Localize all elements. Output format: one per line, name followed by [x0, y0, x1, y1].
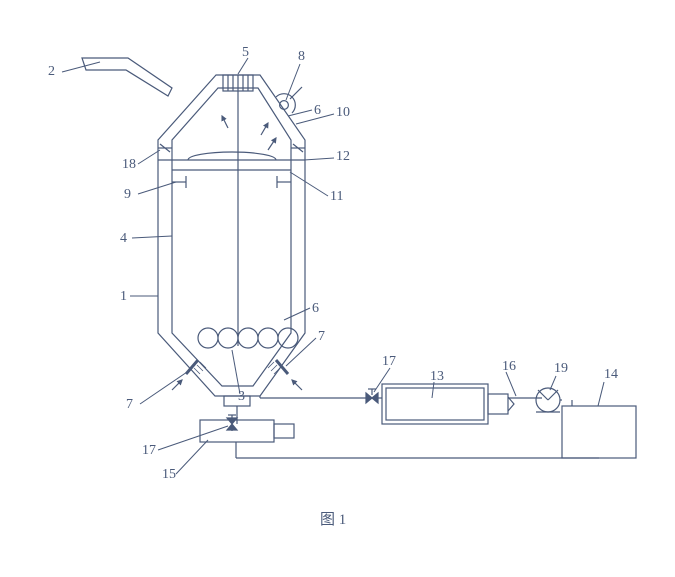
- leader-line: [158, 426, 228, 450]
- leader-line: [284, 308, 310, 320]
- inlet-arrow-right: [292, 380, 302, 390]
- leader-line: [140, 370, 190, 404]
- callout-label: 15: [162, 467, 176, 482]
- callout-label: 17: [382, 354, 396, 369]
- callout-label: 3: [238, 389, 245, 404]
- port-8: [290, 87, 302, 99]
- callout-label: 14: [604, 367, 618, 382]
- callout-label: 12: [336, 149, 350, 164]
- callout-label: 1: [120, 289, 127, 304]
- callout-label: 17: [142, 443, 156, 458]
- callout-label: 8: [298, 49, 305, 64]
- drawing-group: [82, 58, 636, 458]
- leader-line: [288, 110, 312, 116]
- leader-line: [132, 236, 172, 238]
- callout-label: 6: [314, 103, 321, 118]
- unit-13-motor-end: [508, 397, 514, 411]
- callout-label: 11: [330, 189, 343, 204]
- spray-arrow: [222, 116, 228, 128]
- outlet-flange: [224, 396, 250, 406]
- unit-13: [382, 384, 488, 424]
- unit-13-motor: [488, 394, 508, 414]
- callout-label: 6: [312, 301, 319, 316]
- agitator-blades: [198, 328, 298, 338]
- dome: [188, 152, 276, 160]
- vessel-inner: [172, 88, 291, 386]
- spray-arrow: [261, 123, 268, 135]
- callout-label: 16: [502, 359, 516, 374]
- callout-label: 18: [122, 157, 136, 172]
- figure-diagram: 123458910111213141516181966771717 图 1: [0, 0, 675, 577]
- leader-line: [506, 372, 516, 396]
- leader-line: [290, 172, 328, 196]
- spray-arrow: [268, 138, 276, 150]
- callout-label: 2: [48, 64, 55, 79]
- leader-line: [232, 350, 240, 394]
- leader-line: [598, 382, 604, 406]
- unit-13-inner: [386, 388, 484, 420]
- leader-lines: [62, 58, 604, 474]
- pump-15-motor: [274, 424, 294, 438]
- leader-line: [286, 64, 300, 100]
- leader-line: [176, 440, 208, 474]
- leader-line: [138, 150, 160, 164]
- callout-label: 7: [126, 397, 133, 412]
- leader-line: [138, 182, 176, 194]
- callout-label: 10: [336, 105, 350, 120]
- port-7-hatch: [200, 362, 206, 368]
- agitator-blades-lower: [198, 338, 298, 348]
- port-7-hatch-r: [271, 365, 277, 371]
- leader-line: [550, 376, 556, 390]
- callout-label: 19: [554, 361, 568, 376]
- callout-label: 5: [242, 45, 249, 60]
- callout-label: 9: [124, 187, 131, 202]
- tank-14: [562, 406, 636, 458]
- figure-caption: 图 1: [320, 511, 346, 528]
- callout-label: 4: [120, 231, 127, 246]
- leader-line: [304, 158, 334, 160]
- label-group: 123458910111213141516181966771717: [48, 45, 618, 482]
- leader-line: [286, 338, 316, 366]
- port-7-hatch: [197, 365, 203, 371]
- leader-line: [238, 58, 248, 74]
- callout-label: 7: [318, 329, 325, 344]
- callout-label: 13: [430, 369, 444, 384]
